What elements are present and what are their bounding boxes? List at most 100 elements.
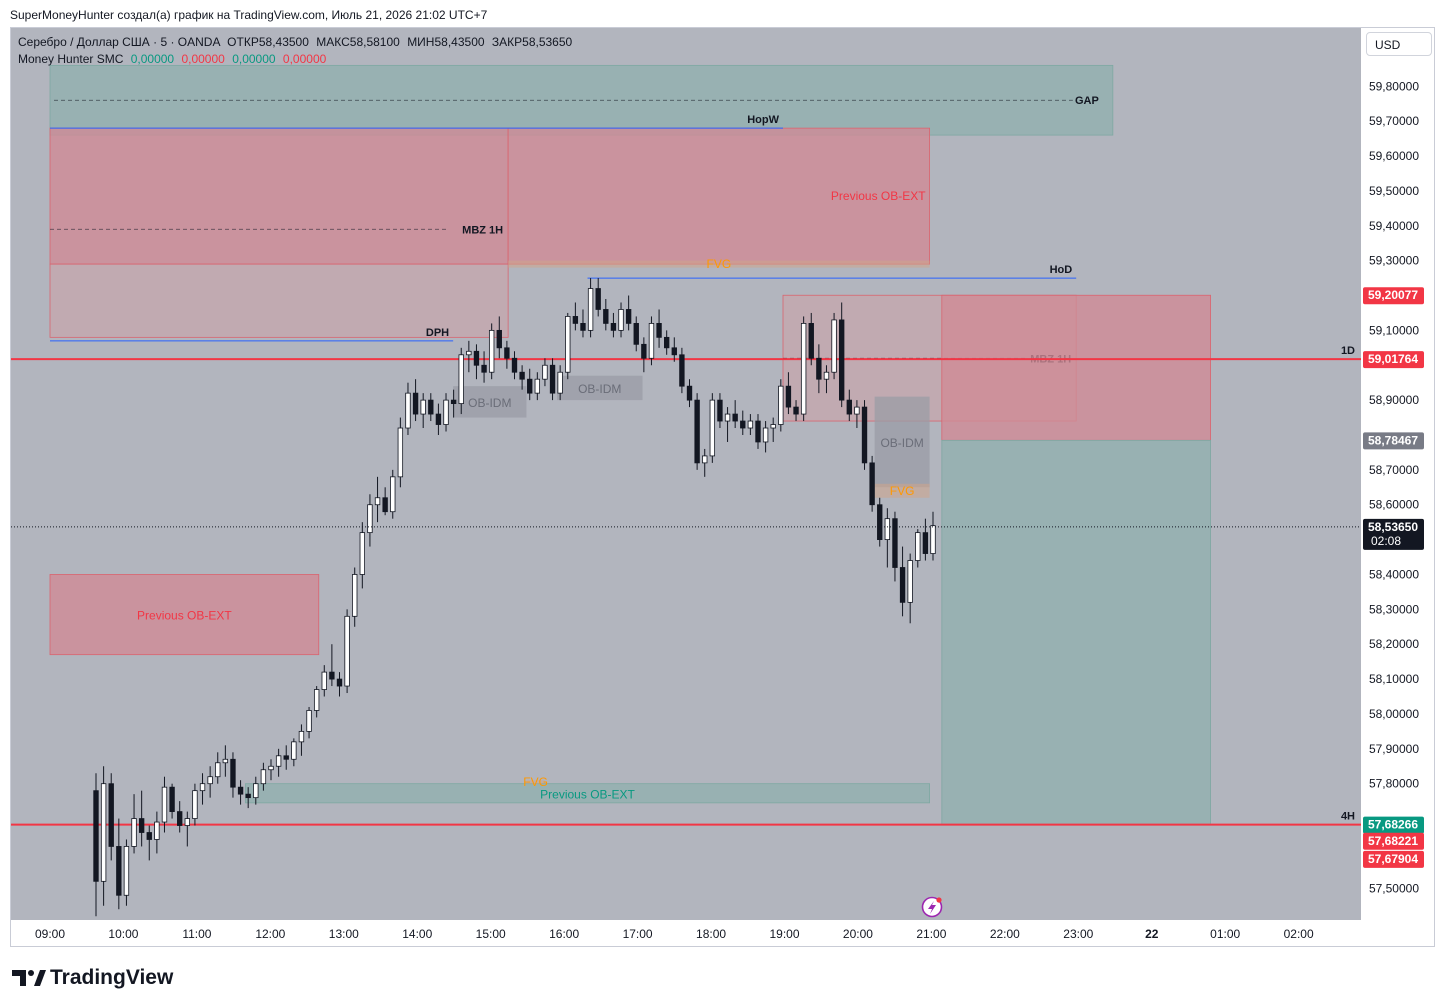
candle[interactable] xyxy=(907,560,913,603)
candle[interactable] xyxy=(610,323,617,331)
candle[interactable] xyxy=(237,786,244,795)
candle[interactable] xyxy=(336,678,343,687)
zone-fvg[interactable] xyxy=(526,780,545,784)
price-badge[interactable] xyxy=(1363,432,1424,450)
candle[interactable] xyxy=(884,518,891,540)
candle[interactable] xyxy=(625,309,632,324)
candle[interactable] xyxy=(298,730,305,743)
candle[interactable] xyxy=(785,385,792,408)
price-badge[interactable] xyxy=(1363,832,1424,850)
candle[interactable] xyxy=(488,329,495,373)
candle[interactable] xyxy=(511,357,518,373)
candle[interactable] xyxy=(823,371,830,380)
candle[interactable] xyxy=(854,406,860,415)
candle[interactable] xyxy=(800,323,807,415)
candle[interactable] xyxy=(222,758,229,764)
price-badge[interactable] xyxy=(1363,850,1424,868)
candle[interactable] xyxy=(899,567,906,603)
candle[interactable] xyxy=(755,420,761,443)
candle[interactable] xyxy=(869,462,875,506)
candle[interactable] xyxy=(724,413,731,422)
zone-grey[interactable] xyxy=(453,386,527,418)
candle[interactable] xyxy=(245,793,251,799)
candle[interactable] xyxy=(116,846,122,896)
candle[interactable] xyxy=(717,399,723,422)
candle[interactable] xyxy=(839,319,845,401)
zone-red[interactable] xyxy=(507,127,931,265)
candle[interactable] xyxy=(816,357,822,380)
candle[interactable] xyxy=(846,399,852,415)
tradingview-logo[interactable]: TradingView xyxy=(12,966,173,990)
candle[interactable] xyxy=(519,371,525,380)
candle[interactable] xyxy=(184,818,190,826)
candle[interactable] xyxy=(215,762,221,778)
candle[interactable] xyxy=(374,497,381,506)
candle[interactable] xyxy=(671,347,677,356)
candle[interactable] xyxy=(382,497,388,513)
candle[interactable] xyxy=(877,504,883,541)
candle[interactable] xyxy=(313,689,320,711)
zone-grey[interactable] xyxy=(556,375,643,401)
candle[interactable] xyxy=(861,406,868,464)
candle[interactable] xyxy=(352,574,358,617)
zone-fvg[interactable] xyxy=(508,260,930,268)
zone-green[interactable] xyxy=(941,439,1211,826)
price-axis[interactable] xyxy=(1361,28,1434,946)
candle[interactable] xyxy=(275,755,282,767)
candle[interactable] xyxy=(496,329,502,349)
candle[interactable] xyxy=(565,316,571,373)
candle[interactable] xyxy=(603,309,609,324)
candle[interactable] xyxy=(572,316,579,324)
candle[interactable] xyxy=(367,504,373,534)
candle[interactable] xyxy=(587,288,594,331)
zone-red[interactable] xyxy=(49,127,509,265)
candle[interactable] xyxy=(633,323,639,345)
candle[interactable] xyxy=(641,343,647,359)
candle[interactable] xyxy=(283,755,289,760)
candle[interactable] xyxy=(808,323,814,359)
candle[interactable] xyxy=(618,309,624,331)
candle[interactable] xyxy=(177,811,183,826)
candle[interactable] xyxy=(321,671,327,690)
candle[interactable] xyxy=(260,769,267,785)
candle[interactable] xyxy=(108,783,114,847)
legend-symbol[interactable]: Серебро / Доллар США · 5 · OANDA xyxy=(18,35,220,49)
candle[interactable] xyxy=(428,399,434,415)
candle[interactable] xyxy=(580,323,586,331)
candle[interactable] xyxy=(732,413,738,422)
candle[interactable] xyxy=(595,288,601,310)
candle[interactable] xyxy=(390,476,396,513)
currency-button[interactable]: USD xyxy=(1366,32,1432,56)
candle[interactable] xyxy=(161,786,168,823)
price-badge[interactable] xyxy=(1363,287,1424,305)
candle[interactable] xyxy=(207,776,213,785)
candle[interactable] xyxy=(268,765,274,771)
price-badge[interactable] xyxy=(1363,816,1424,834)
candle[interactable] xyxy=(199,783,206,792)
candle[interactable] xyxy=(169,786,175,812)
candle[interactable] xyxy=(534,378,541,394)
candle[interactable] xyxy=(702,455,708,464)
candle[interactable] xyxy=(930,525,936,554)
candle[interactable] xyxy=(435,413,442,425)
candle[interactable] xyxy=(663,336,670,349)
candle[interactable] xyxy=(747,420,754,429)
candle[interactable] xyxy=(740,420,746,429)
candle[interactable] xyxy=(458,354,464,405)
candle[interactable] xyxy=(686,385,693,401)
price-badge[interactable] xyxy=(1363,351,1424,369)
candle[interactable] xyxy=(770,424,776,429)
candle[interactable] xyxy=(123,846,130,896)
candle[interactable] xyxy=(443,399,449,425)
candle[interactable] xyxy=(450,399,457,405)
candle[interactable] xyxy=(230,758,236,788)
candle[interactable] xyxy=(466,350,472,356)
candle[interactable] xyxy=(420,399,426,415)
candle[interactable] xyxy=(648,323,655,359)
candle[interactable] xyxy=(793,406,799,415)
candle[interactable] xyxy=(291,741,297,760)
chart-frame[interactable] xyxy=(10,27,1435,947)
candle[interactable] xyxy=(679,354,685,387)
candle[interactable] xyxy=(154,821,160,840)
